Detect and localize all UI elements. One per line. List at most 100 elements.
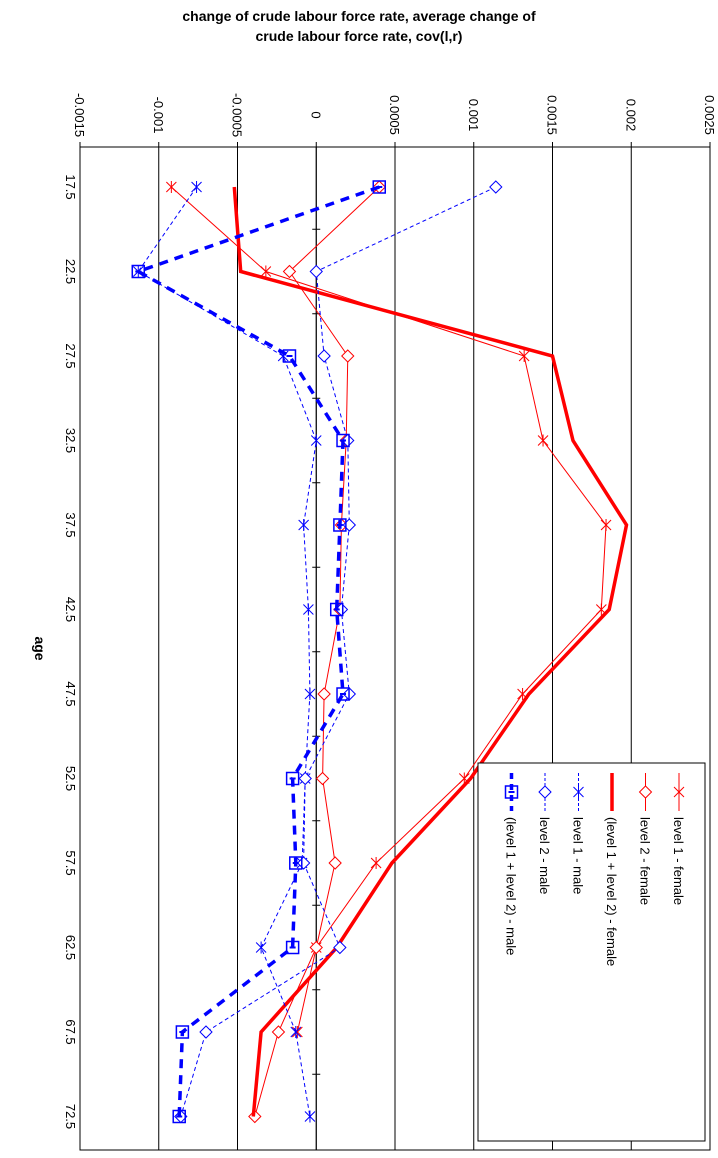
category-tick-label: 57.5 bbox=[63, 850, 78, 875]
data-point bbox=[489, 180, 503, 194]
series-3 bbox=[232, 186, 629, 1117]
data-point bbox=[537, 434, 549, 447]
marker-shape bbox=[489, 180, 503, 194]
data-point bbox=[282, 264, 297, 279]
legend-entry: (level 1 + level 2) - female bbox=[604, 773, 619, 966]
data-point bbox=[310, 434, 322, 447]
data-point bbox=[296, 856, 311, 870]
marker-shape bbox=[131, 264, 146, 279]
marker-shape bbox=[282, 264, 297, 279]
marker-shape bbox=[199, 1025, 213, 1039]
series-line bbox=[137, 186, 317, 1117]
marker-shape bbox=[296, 856, 311, 870]
category-tick-label: 32.5 bbox=[63, 428, 78, 453]
data-point bbox=[370, 857, 382, 869]
legend-sample-marker bbox=[638, 785, 653, 799]
data-point bbox=[191, 181, 202, 193]
data-point bbox=[333, 940, 347, 955]
category-tick-label: 42.5 bbox=[63, 597, 78, 622]
legend-label: level 1 - male bbox=[571, 817, 586, 894]
value-tick-label: 0.002 bbox=[623, 99, 638, 132]
data-point bbox=[131, 264, 146, 279]
marker-shape bbox=[538, 785, 552, 799]
marker-shape bbox=[285, 771, 300, 786]
data-point bbox=[304, 688, 316, 700]
data-point bbox=[341, 349, 355, 363]
data-point bbox=[329, 602, 344, 617]
legend-label: level 2 - male bbox=[537, 817, 552, 894]
marker-shape bbox=[372, 180, 386, 194]
category-tick-label: 37.5 bbox=[63, 512, 78, 537]
value-tick-label: 0.0025 bbox=[702, 95, 717, 135]
data-point bbox=[372, 180, 386, 194]
data-point bbox=[199, 1025, 213, 1039]
marker-shape bbox=[172, 1109, 186, 1124]
marker-shape bbox=[333, 518, 347, 532]
data-point bbox=[298, 519, 310, 531]
data-point bbox=[290, 1026, 302, 1038]
marker-shape bbox=[638, 785, 653, 799]
data-point bbox=[285, 771, 300, 786]
value-tick-label: 0.0015 bbox=[545, 95, 560, 135]
value-tick-label: 0.0005 bbox=[387, 95, 402, 135]
data-point bbox=[260, 265, 272, 278]
category-tick-label: 72.5 bbox=[63, 1104, 78, 1129]
series-line bbox=[254, 186, 380, 1117]
data-point bbox=[298, 771, 312, 786]
legend-box bbox=[477, 762, 706, 1142]
legend: level 1 - female level 2 - female (level 1… bbox=[477, 762, 706, 1142]
data-point bbox=[600, 519, 612, 531]
series-6 bbox=[131, 180, 386, 1124]
legend-label: (level 1 + level 2) - female bbox=[604, 817, 619, 966]
marker-shape bbox=[309, 940, 323, 955]
category-tick-label: 27.5 bbox=[63, 343, 78, 368]
legend-label: level 1 - female bbox=[671, 817, 686, 905]
marker-shape bbox=[315, 771, 330, 786]
data-point bbox=[175, 1025, 190, 1039]
data-point bbox=[317, 687, 331, 701]
legend-entry: level 2 - male bbox=[537, 773, 552, 894]
series-line bbox=[134, 185, 380, 1117]
value-tick-label: 0.001 bbox=[466, 99, 481, 132]
data-point bbox=[285, 940, 300, 955]
legend-entry: level 1 - male bbox=[571, 773, 586, 894]
legend-entry: level 1 - female bbox=[671, 773, 686, 905]
marker-shape bbox=[271, 1025, 286, 1039]
legend-sample-marker bbox=[673, 786, 685, 798]
category-tick-label: 22.5 bbox=[63, 259, 78, 284]
series-5 bbox=[174, 180, 503, 1124]
data-point bbox=[172, 1109, 186, 1124]
axes: -0.0015 -0.001 -0.0005 0 0.0005 0.001 0.0015 0.… bbox=[32, 93, 717, 1151]
data-point bbox=[303, 603, 314, 616]
marker-shape bbox=[289, 856, 303, 870]
marker-shape bbox=[285, 940, 300, 955]
legend-entry: (level 1 + level 2) - male bbox=[504, 773, 519, 955]
legend-sample-marker bbox=[573, 786, 584, 798]
legend-label: (level 1 + level 2) - male bbox=[504, 817, 519, 955]
category-tick-label: 67.5 bbox=[63, 1019, 78, 1044]
marker-shape bbox=[282, 349, 297, 363]
data-point bbox=[309, 940, 323, 955]
data-point bbox=[304, 1110, 316, 1123]
legend-entry: level 2 - female bbox=[638, 773, 653, 905]
category-tick-label: 52.5 bbox=[63, 766, 78, 791]
marker-shape bbox=[329, 602, 344, 617]
marker-shape bbox=[175, 1025, 190, 1039]
legend-label: level 2 - female bbox=[638, 817, 653, 905]
marker-shape bbox=[336, 687, 350, 701]
marker-shape bbox=[309, 264, 323, 279]
data-point bbox=[333, 518, 347, 532]
value-tick-label: -0.0005 bbox=[230, 93, 245, 137]
data-point bbox=[309, 264, 323, 279]
chart-title: change of crude labour force rate, avera… bbox=[0, 6, 718, 46]
marker-shape bbox=[504, 785, 519, 799]
data-point bbox=[291, 1026, 303, 1038]
data-point bbox=[317, 349, 331, 363]
marker-shape bbox=[341, 349, 355, 363]
marker-shape bbox=[333, 940, 347, 955]
marker-shape bbox=[317, 349, 331, 363]
data-point bbox=[271, 1025, 286, 1039]
series-line bbox=[232, 186, 629, 1117]
series-line bbox=[180, 186, 497, 1117]
